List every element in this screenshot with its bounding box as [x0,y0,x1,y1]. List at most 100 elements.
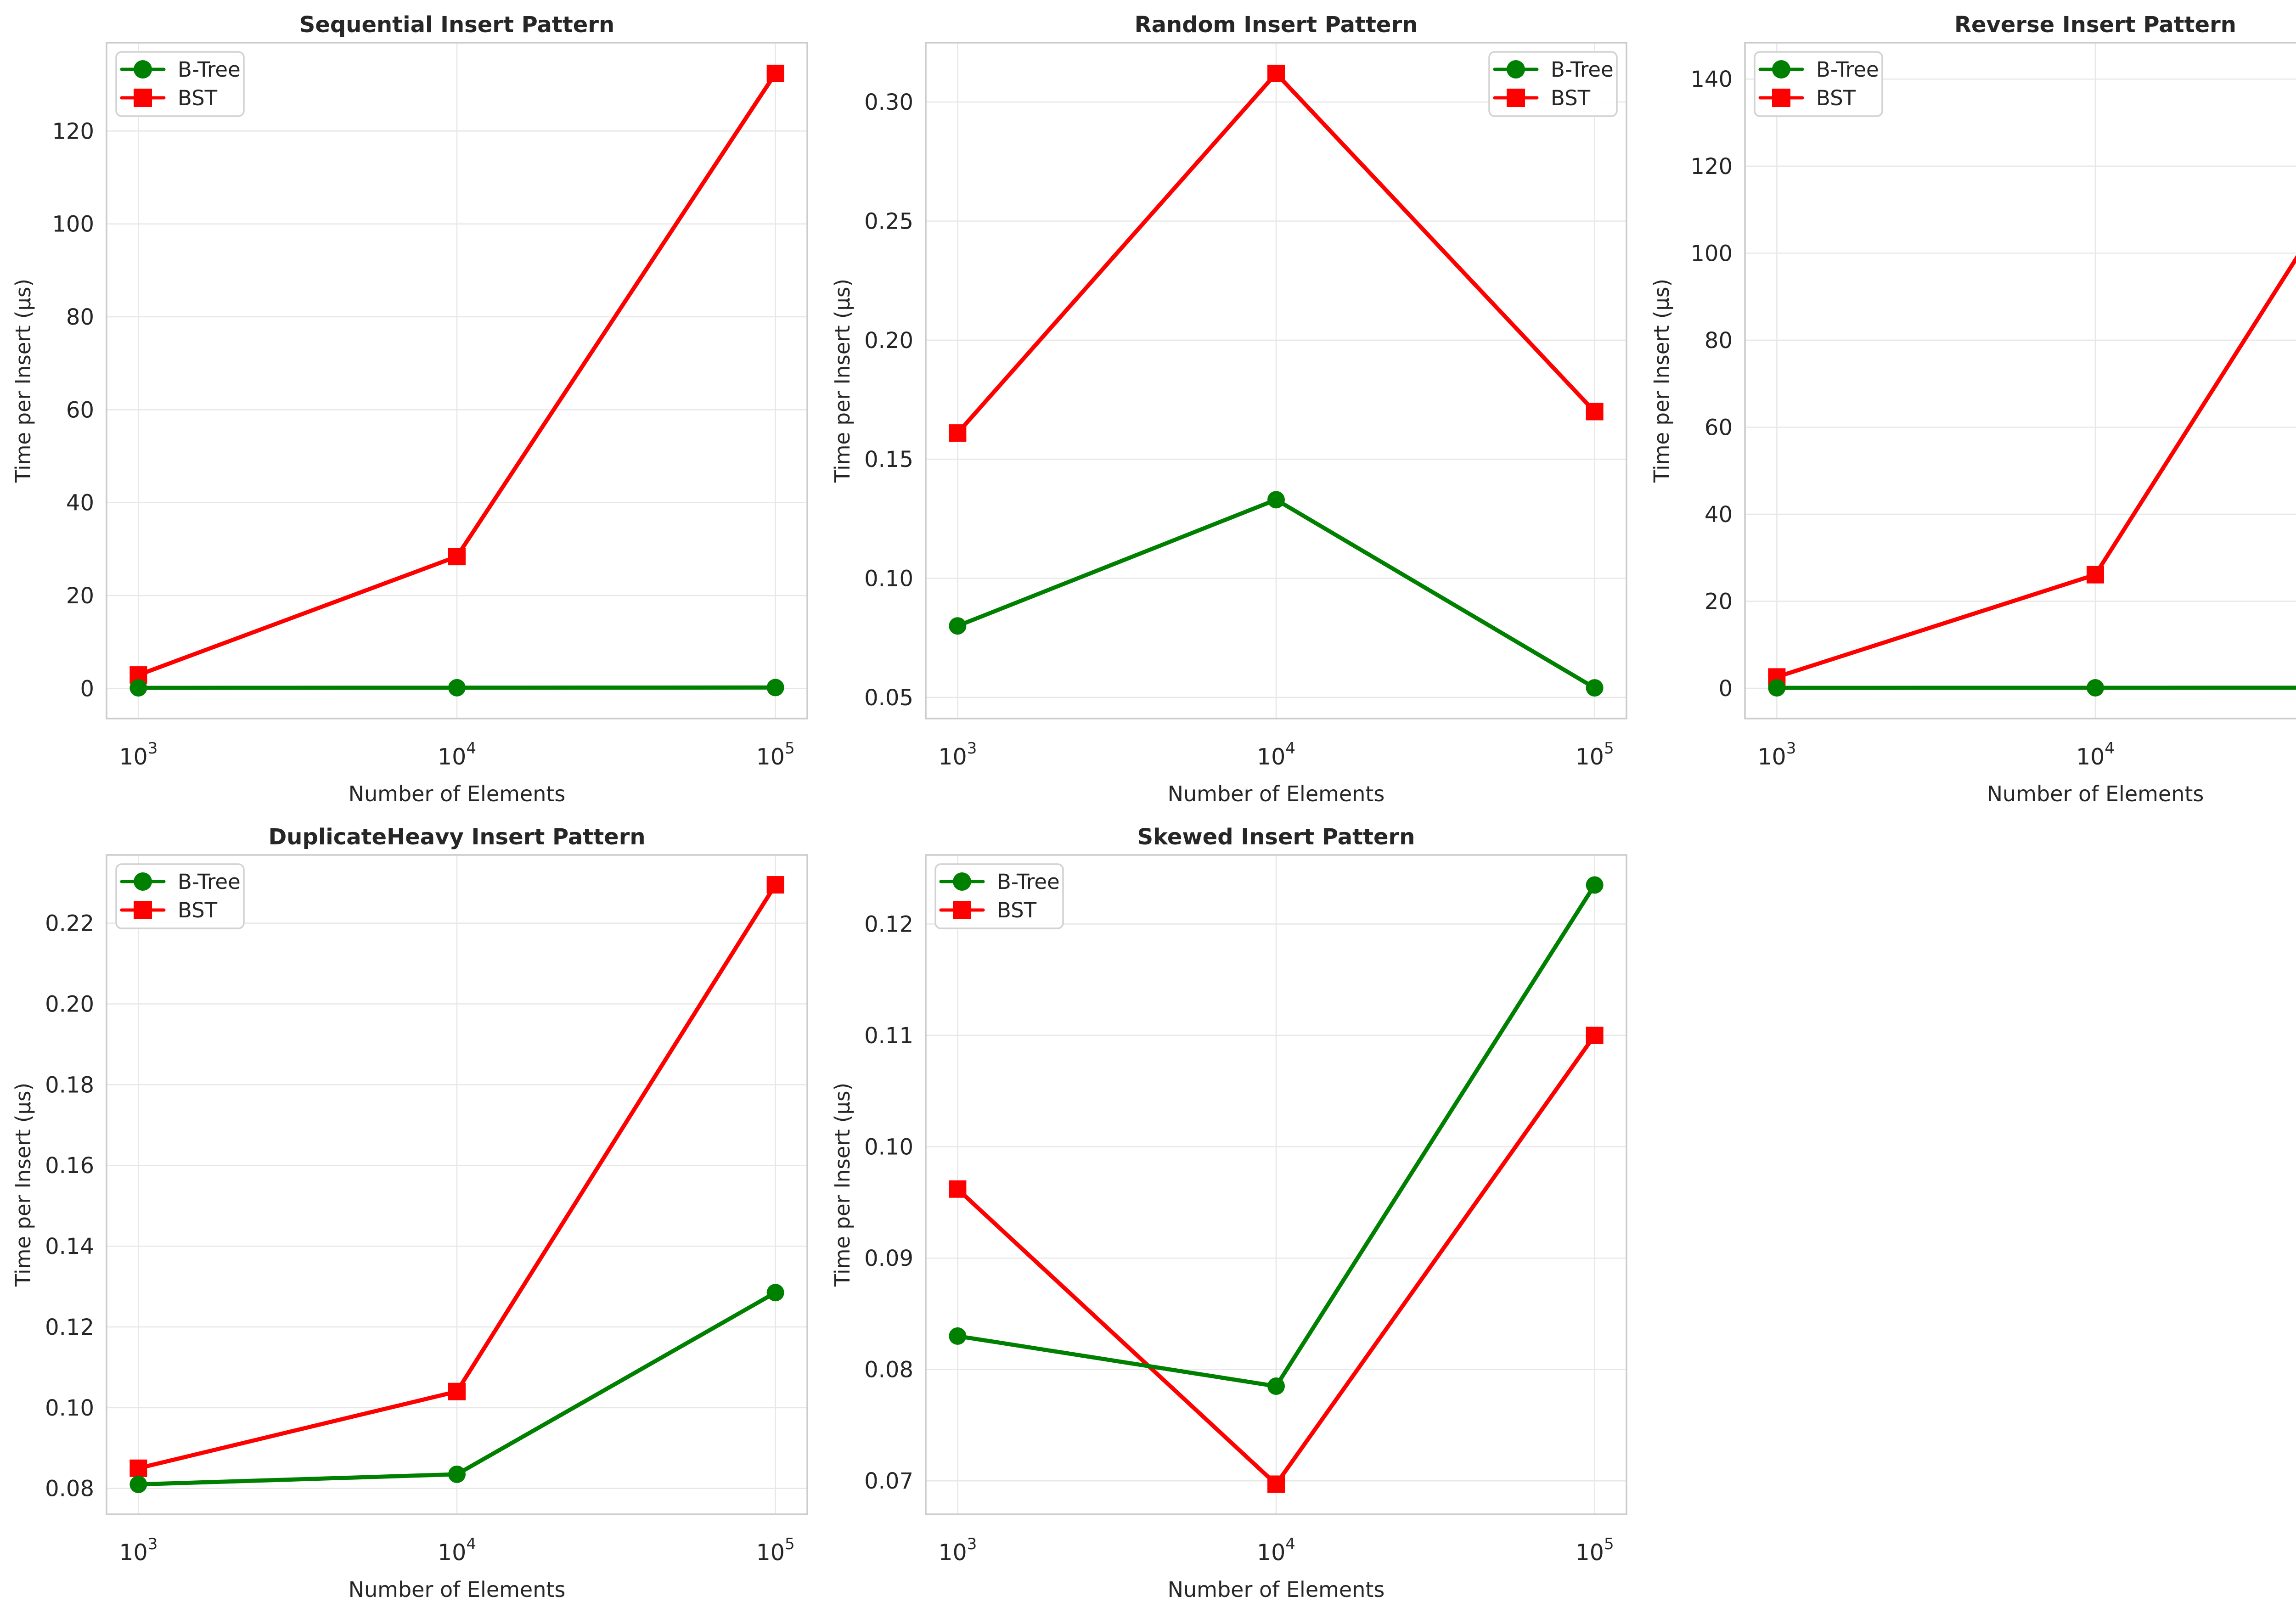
y-axis-label: Time per Insert (µs) [11,279,35,483]
subplot-reverse: 020406080100120140103104105Number of Ele… [1638,0,2296,812]
legend-marker-bst [134,89,152,107]
legend: B-Tree BST [1488,51,1618,117]
legend-label: B-Tree [1816,57,1879,82]
marker-bst [129,1459,147,1477]
marker-bst [949,1180,967,1198]
y-tick-label: 0.08 [45,1476,94,1502]
x-tick-label: 103 [938,739,977,770]
x-axis-label: Number of Elements [1168,1577,1385,1602]
legend-item-b-tree: B-Tree [1493,57,1614,82]
marker-b-tree [1267,491,1285,509]
y-tick-label: 100 [1690,241,1733,266]
marker-b-tree [2087,679,2104,697]
legend: B-Tree BST [1754,51,1883,117]
legend: B-Tree BST [115,51,245,117]
legend-label: BST [1551,86,1591,110]
empty-cell [1638,812,2296,1624]
marker-b-tree [129,1475,147,1493]
legend-label: B-Tree [178,57,241,82]
chart-title: Skewed Insert Pattern [1137,824,1415,850]
legend-marker-b-tree [953,872,971,891]
marker-bst [448,548,466,566]
legend-label: BST [178,86,218,110]
marker-b-tree [949,1327,967,1345]
legend-label: B-Tree [1551,57,1614,82]
legend-label: B-Tree [178,870,241,894]
marker-bst [766,876,784,894]
legend-label: B-Tree [997,870,1060,894]
legend-marker-bst [1772,89,1790,107]
y-tick-label: 0.12 [864,911,913,937]
y-tick-label: 0.10 [864,566,913,592]
x-tick-label: 105 [756,739,795,770]
y-tick-label: 0.22 [45,911,94,937]
x-tick-label: 105 [1576,1535,1614,1566]
legend-item-b-tree: B-Tree [120,57,241,82]
x-tick-label: 103 [1757,739,1796,770]
legend-marker-b-tree [1772,60,1790,79]
y-tick-label: 0.09 [864,1246,913,1271]
x-tick-label: 104 [2076,739,2115,770]
x-tick-label: 104 [438,739,476,770]
subplot-sequential: 0 20 40 60 80 100 120 103 104 105 Number of Elemen… [0,0,819,812]
marker-bst [766,64,784,82]
y-tick-label: 0.10 [45,1395,94,1421]
marker-b-tree [1586,876,1604,894]
y-tick-label: 0.30 [864,90,913,115]
marker-bst [1586,403,1604,421]
x-tick-label: 103 [938,1535,977,1566]
x-axis-label: Number of Elements [1168,781,1385,806]
chart-title: DuplicateHeavy Insert Pattern [268,824,645,850]
series-line-bst [1774,255,2296,679]
y-tick-label: 0.07 [864,1468,913,1494]
chart-title: Reverse Insert Pattern [1954,12,2236,38]
y-tick-label: 40 [66,490,94,516]
legend-item-b-tree: B-Tree [120,870,241,894]
y-tick-label: 80 [1705,328,1733,354]
y-tick-label: 20 [1705,589,1733,614]
y-tick-label: 0.15 [864,447,913,472]
x-tick-label: 103 [119,739,158,770]
y-tick-label: 0.05 [864,685,913,711]
plot-border [106,42,808,719]
y-tick-label: 0.12 [45,1315,94,1340]
plot-border [1744,42,2296,719]
plot-border [925,854,1627,1515]
marker-b-tree [448,679,466,697]
marker-b-tree [1586,679,1604,697]
legend-item-b-tree: B-Tree [939,870,1060,894]
marker-bst [949,424,967,442]
legend: B-Tree BST [934,863,1064,929]
marker-b-tree [766,1284,784,1302]
plot-border [925,42,1627,719]
duplicateheavy-chart: 0.08 0.10 0.12 0.14 0.16 0.18 0.20 0.22 103 104 10… [11,824,808,1602]
chart-title: Sequential Insert Pattern [299,12,614,38]
marker-bst [1267,64,1285,82]
skewed-chart: 0.07 0.08 0.09 0.10 0.11 0.12 103 104 105 Number … [830,824,1627,1602]
legend-marker-b-tree [134,60,152,79]
y-axis-label: Time per Insert (µs) [830,279,855,483]
y-tick-label: 0.11 [864,1023,913,1049]
marker-b-tree [1267,1377,1285,1395]
y-tick-label: 0.16 [45,1153,94,1179]
y-axis-label: Time per Insert (µs) [11,1083,35,1287]
y-tick-label: 0.20 [45,991,94,1017]
y-tick-label: 0.25 [864,208,913,234]
legend-label: BST [997,898,1037,922]
x-tick-label: 104 [1257,739,1295,770]
plot-border [106,854,808,1515]
legend-marker-bst [1507,89,1525,107]
y-tick-label: 20 [66,583,94,609]
legend: B-Tree BST [115,863,245,929]
legend-item-bst: BST [120,898,218,922]
x-axis-label: Number of Elements [349,1577,566,1602]
legend-item-bst: BST [1493,86,1591,110]
legend-marker-b-tree [1507,60,1525,79]
x-tick-label: 105 [756,1535,795,1566]
subplot-random: 0.05 0.10 0.15 0.20 0.25 0.30 103 104 105 Number … [819,0,1638,812]
legend-marker-b-tree [134,872,152,891]
marker-bst [448,1382,466,1400]
y-tick-label: 120 [52,118,94,144]
legend-label: BST [178,898,218,922]
